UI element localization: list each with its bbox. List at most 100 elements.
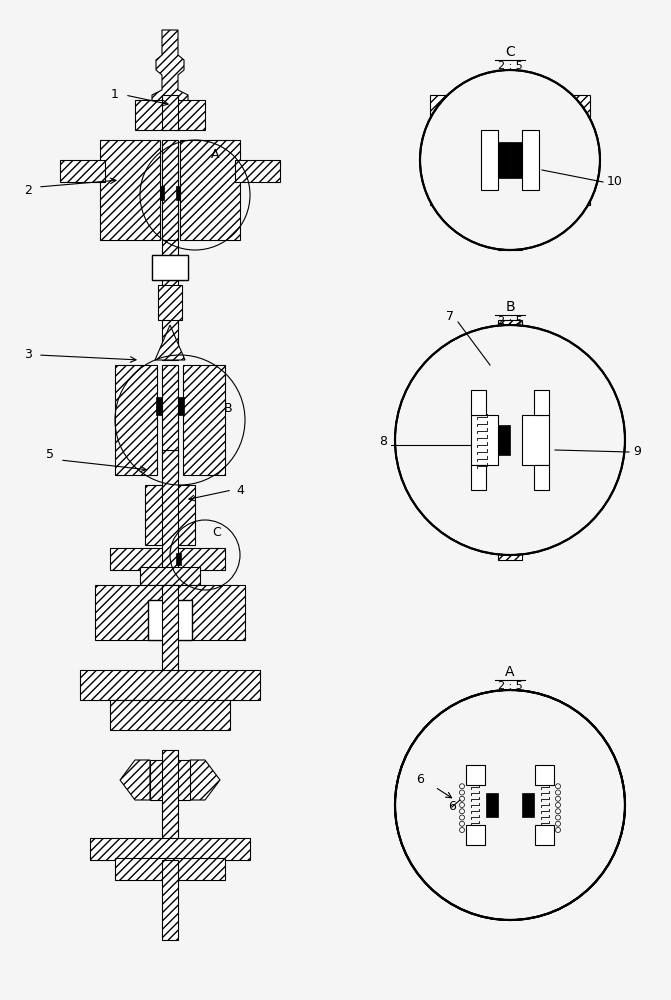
Polygon shape	[415, 870, 430, 900]
Bar	[495, 725, 525, 885]
Bar	[498, 142, 510, 178]
Bar	[145, 485, 195, 545]
Bar	[466, 765, 485, 785]
Bar	[534, 390, 549, 415]
Text: A: A	[505, 665, 515, 679]
Bar	[156, 397, 162, 415]
Circle shape	[395, 690, 625, 920]
Polygon shape	[498, 320, 522, 560]
Bar	[110, 548, 225, 570]
Bar	[471, 390, 486, 415]
Bar	[135, 100, 165, 130]
Bar	[460, 495, 560, 530]
Circle shape	[395, 690, 625, 920]
Text: B: B	[223, 401, 232, 414]
Bar	[90, 838, 250, 860]
Text: 5: 5	[46, 448, 54, 462]
Circle shape	[420, 70, 600, 250]
Polygon shape	[590, 870, 605, 900]
Bar	[498, 70, 522, 250]
Polygon shape	[540, 95, 590, 205]
Bar	[162, 585, 178, 690]
Bar	[152, 255, 188, 280]
Bar	[455, 765, 475, 845]
Bar	[162, 140, 178, 240]
Polygon shape	[440, 765, 465, 800]
Bar	[162, 95, 178, 130]
Text: 7: 7	[446, 310, 454, 323]
Text: 8: 8	[379, 435, 387, 448]
Bar	[535, 825, 554, 845]
Bar	[535, 765, 554, 785]
Polygon shape	[555, 755, 590, 855]
Bar	[176, 553, 181, 565]
Bar	[420, 760, 455, 850]
Polygon shape	[550, 385, 610, 495]
Bar	[471, 415, 498, 465]
Bar	[390, 685, 630, 925]
Bar	[162, 240, 178, 360]
Bar	[480, 360, 498, 385]
Text: B: B	[505, 300, 515, 314]
Polygon shape	[555, 855, 590, 885]
Text: 3: 3	[24, 349, 32, 361]
Bar	[486, 793, 498, 817]
Polygon shape	[190, 760, 220, 800]
Bar	[522, 360, 540, 385]
Bar	[162, 860, 178, 940]
Bar	[150, 760, 190, 800]
Bar	[80, 670, 260, 700]
Polygon shape	[120, 760, 150, 800]
Text: 9: 9	[633, 445, 641, 458]
Polygon shape	[100, 140, 160, 240]
Text: 6: 6	[448, 800, 456, 813]
Bar	[115, 858, 225, 880]
Bar	[498, 425, 510, 455]
Bar	[481, 130, 498, 190]
Bar	[160, 186, 164, 200]
Bar	[158, 285, 182, 320]
Bar	[522, 415, 549, 465]
Bar	[522, 130, 539, 190]
Bar	[95, 585, 245, 640]
Bar	[183, 365, 225, 475]
Polygon shape	[430, 755, 465, 855]
Text: A: A	[211, 148, 219, 161]
Bar	[152, 255, 188, 280]
Polygon shape	[555, 765, 580, 800]
Bar	[175, 100, 205, 130]
Bar	[110, 700, 230, 730]
Bar	[162, 365, 178, 475]
Text: C: C	[505, 45, 515, 59]
Polygon shape	[410, 385, 470, 495]
Polygon shape	[430, 95, 480, 205]
Bar	[466, 825, 485, 845]
Bar	[534, 465, 549, 490]
Polygon shape	[155, 325, 185, 360]
Bar	[178, 397, 184, 415]
Bar	[140, 567, 200, 585]
Text: 2 : 5: 2 : 5	[498, 681, 523, 691]
Bar	[148, 600, 192, 640]
Bar	[460, 203, 560, 215]
Polygon shape	[430, 855, 465, 885]
Bar	[176, 186, 180, 200]
Text: C: C	[213, 526, 221, 540]
Text: 6: 6	[416, 773, 424, 786]
Bar	[235, 160, 280, 182]
Text: 2: 2	[24, 184, 32, 196]
Bar	[115, 365, 157, 475]
Bar	[565, 760, 600, 850]
Bar	[162, 450, 178, 580]
Bar	[522, 793, 534, 817]
Polygon shape	[180, 140, 240, 240]
Text: 2 : 5: 2 : 5	[498, 61, 523, 71]
Circle shape	[395, 325, 625, 555]
Bar	[545, 765, 565, 845]
Bar	[510, 142, 522, 178]
Text: 1: 1	[111, 89, 119, 102]
Text: 4: 4	[236, 484, 244, 496]
Polygon shape	[152, 30, 188, 115]
Bar	[60, 160, 105, 182]
Text: 10: 10	[607, 175, 623, 188]
